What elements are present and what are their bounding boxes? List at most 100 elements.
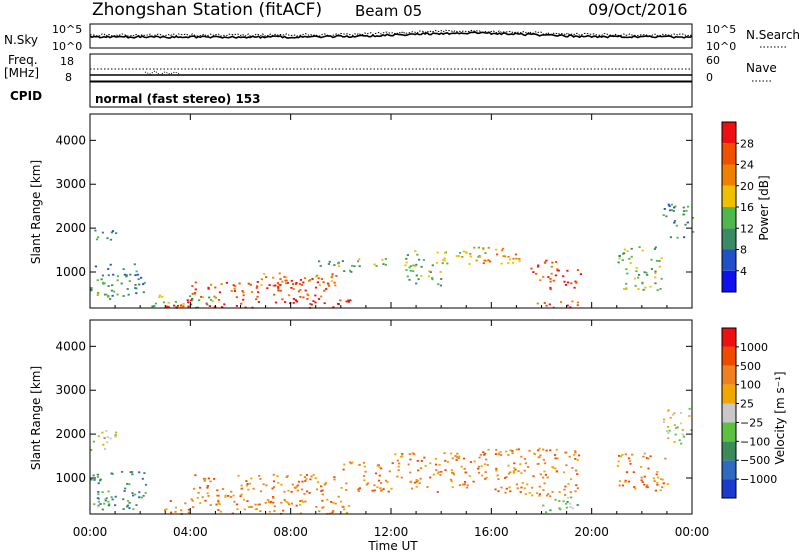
velocity-cell [454, 455, 457, 457]
velocity-cell [341, 505, 344, 508]
velocity-cell [681, 429, 684, 431]
velocity-cell [288, 503, 291, 506]
power-cell [415, 263, 418, 266]
velocity-cell [374, 472, 378, 475]
power-cell [310, 303, 313, 306]
power-cell [556, 269, 559, 272]
power-cell [658, 265, 661, 268]
noise-left-tick-top: 10^5 [52, 23, 82, 36]
power-cell [443, 251, 447, 254]
velocity-cell [247, 506, 250, 508]
power-cell [623, 248, 626, 251]
power-cell [575, 281, 578, 284]
velocity-colorbar-segment [722, 384, 736, 404]
velocity-cell [221, 488, 225, 490]
velocity-cell [376, 464, 379, 467]
power-cell [317, 277, 320, 280]
power-cell [549, 286, 552, 289]
power-cell [191, 285, 194, 287]
velocity-cell [199, 486, 202, 489]
velocity-cell [452, 472, 455, 474]
velocity-cell [643, 483, 646, 486]
power-cell [200, 296, 203, 298]
velocity-cell [90, 478, 93, 481]
velocity-cell [545, 449, 548, 452]
power-cell [106, 295, 110, 298]
velocity-cell [321, 499, 324, 502]
velocity-cell [574, 451, 577, 454]
velocity-cell [466, 484, 469, 487]
power-cell [406, 275, 409, 278]
power-cell [353, 265, 356, 268]
power-cell [272, 284, 275, 287]
velocity-cell [384, 479, 388, 482]
velocity-cell [101, 431, 104, 434]
velocity-cell [483, 463, 486, 466]
velocity-cell [97, 493, 100, 496]
velocity-cell [345, 482, 348, 485]
power-cell [518, 260, 521, 263]
velocity-cell [487, 448, 490, 451]
power-cell [320, 295, 323, 298]
velocity-cell [358, 487, 361, 490]
velocity-cell [538, 485, 541, 488]
power-colorbar-tick-label: 24 [740, 159, 754, 172]
power-cell [576, 269, 580, 271]
power-cell [536, 266, 539, 268]
velocity-cell [667, 432, 670, 434]
power-scatter-regions [90, 203, 695, 309]
power-cell [103, 282, 106, 285]
velocity-cell [571, 507, 574, 510]
velocity-cell [114, 504, 117, 507]
date-label: 09/Oct/2016 [588, 0, 688, 19]
velocity-cell [104, 499, 107, 502]
power-colorbar-label: Power [dB] [757, 175, 771, 240]
power-cell [255, 298, 258, 301]
velocity-cell [642, 455, 645, 458]
power-cell [292, 288, 295, 290]
power-cell [154, 302, 157, 305]
velocity-cell [102, 443, 105, 446]
power-cell [646, 274, 649, 276]
velocity-cell [217, 502, 220, 504]
power-cell [686, 221, 689, 224]
velocity-cell [673, 441, 676, 443]
velocity-cell [674, 433, 677, 436]
velocity-cell [415, 478, 418, 481]
power-cell [233, 290, 237, 292]
power-cell [384, 258, 387, 260]
velocity-cell [616, 465, 619, 467]
power-cell [257, 291, 260, 294]
power-cell [188, 295, 192, 298]
velocity-cell [357, 490, 360, 492]
power-cell [96, 279, 99, 282]
velocity-cell [655, 473, 658, 476]
power-cell [299, 289, 302, 291]
velocity-cell [324, 483, 327, 486]
power-cell [240, 302, 243, 305]
power-cell [279, 289, 282, 292]
velocity-cell [243, 498, 246, 501]
velocity-cell [107, 504, 110, 507]
velocity-cell [239, 495, 242, 498]
power-cell [416, 253, 419, 256]
velocity-cell [190, 498, 193, 501]
power-cell [478, 256, 482, 258]
velocity-cell [621, 453, 624, 456]
power-cell [191, 297, 194, 300]
velocity-cell [521, 482, 524, 484]
velocity-cell [564, 451, 567, 454]
power-cell [628, 257, 631, 260]
power-cell [571, 300, 574, 303]
power-cell [234, 285, 237, 288]
velocity-cell [97, 435, 100, 438]
power-cell [334, 284, 337, 287]
power-cell [549, 280, 552, 283]
power-cell [655, 259, 659, 262]
velocity-cell [507, 454, 510, 456]
power-cell [266, 287, 269, 290]
power-cell [511, 261, 515, 264]
power-colorbar-segment [722, 143, 736, 165]
power-cell [579, 273, 583, 275]
velocity-colorbar-segment [722, 479, 736, 498]
